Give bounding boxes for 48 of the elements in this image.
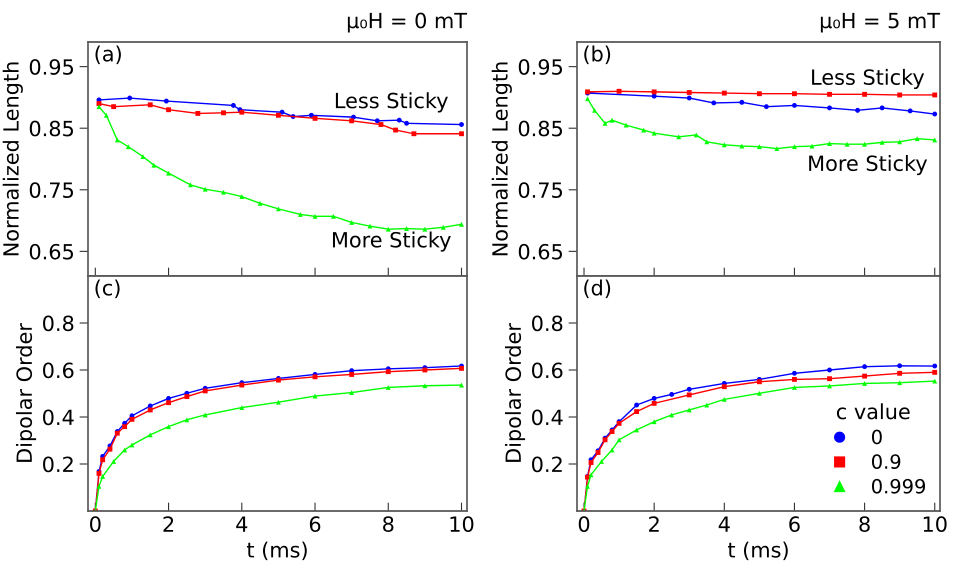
y-tick-label: 0.95: [518, 59, 562, 75]
x-tick-label: 6: [789, 516, 800, 532]
x-tick-label: 4: [718, 516, 730, 532]
legend-label: 0.9: [872, 454, 900, 469]
y-tick-label: 0.2: [43, 456, 73, 472]
x-tick-label: 10: [924, 516, 947, 532]
legend-label: 0.999: [872, 478, 926, 494]
y-tick-label: 0.85: [518, 120, 562, 136]
annotation: More Sticky: [809, 155, 928, 176]
legend-title: c value: [836, 403, 910, 420]
annotation: Less Sticky: [812, 68, 924, 90]
x-axis-title: t (ms): [246, 542, 307, 560]
y-tick-label: 0.75: [518, 182, 562, 198]
y-tick-label: 0.65: [518, 244, 562, 260]
y-tick-label: 0.8: [43, 315, 74, 332]
x-tick-label: 10: [450, 516, 474, 532]
x-tick-label: 4: [236, 516, 248, 532]
annotation: More Sticky: [332, 232, 451, 252]
x-tick-label: 8: [383, 516, 394, 532]
x-tick-label: 8: [859, 516, 870, 532]
y-tick-label: 0.2: [532, 456, 562, 472]
y-axis-title: Dipolar Order: [16, 323, 36, 462]
y-axis-title: Dipolar Order: [504, 323, 526, 462]
y-axis-title: Normalized Length: [492, 62, 512, 256]
y-tick-label: 0.4: [43, 409, 74, 426]
x-axis-title: t (ms): [728, 542, 788, 560]
x-tick-label: 6: [310, 516, 320, 532]
y-tick-label: 0.65: [30, 244, 73, 260]
y-tick-label: 0.4: [532, 409, 563, 426]
y-tick-label: 0.85: [30, 120, 73, 136]
y-tick-label: 0.6: [43, 362, 74, 378]
annotation: (a): [95, 46, 121, 64]
x-tick-label: 0: [90, 516, 101, 532]
legend-label: 0: [872, 430, 882, 444]
y-tick-label: 0.95: [30, 59, 73, 75]
y-tick-label: 0.8: [532, 315, 562, 332]
annotation: Less Sticky: [336, 92, 448, 112]
x-tick-label: 2: [649, 516, 659, 532]
annotation: (c): [95, 280, 120, 298]
annotation: (d): [584, 280, 610, 298]
chart-title: μ₀H = 5 mT: [820, 12, 940, 32]
y-axis-title: Normalized Length: [2, 62, 23, 256]
chart-title: μ₀H = 0 mT: [348, 12, 468, 32]
x-tick-label: 2: [163, 516, 174, 532]
y-tick-label: 0.6: [532, 362, 562, 378]
x-tick-label: 0: [578, 516, 590, 532]
annotation: (b): [584, 46, 610, 64]
y-tick-label: 0.75: [30, 182, 73, 198]
